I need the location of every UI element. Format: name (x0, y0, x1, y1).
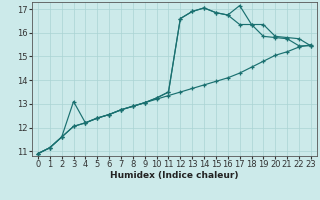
X-axis label: Humidex (Indice chaleur): Humidex (Indice chaleur) (110, 171, 239, 180)
